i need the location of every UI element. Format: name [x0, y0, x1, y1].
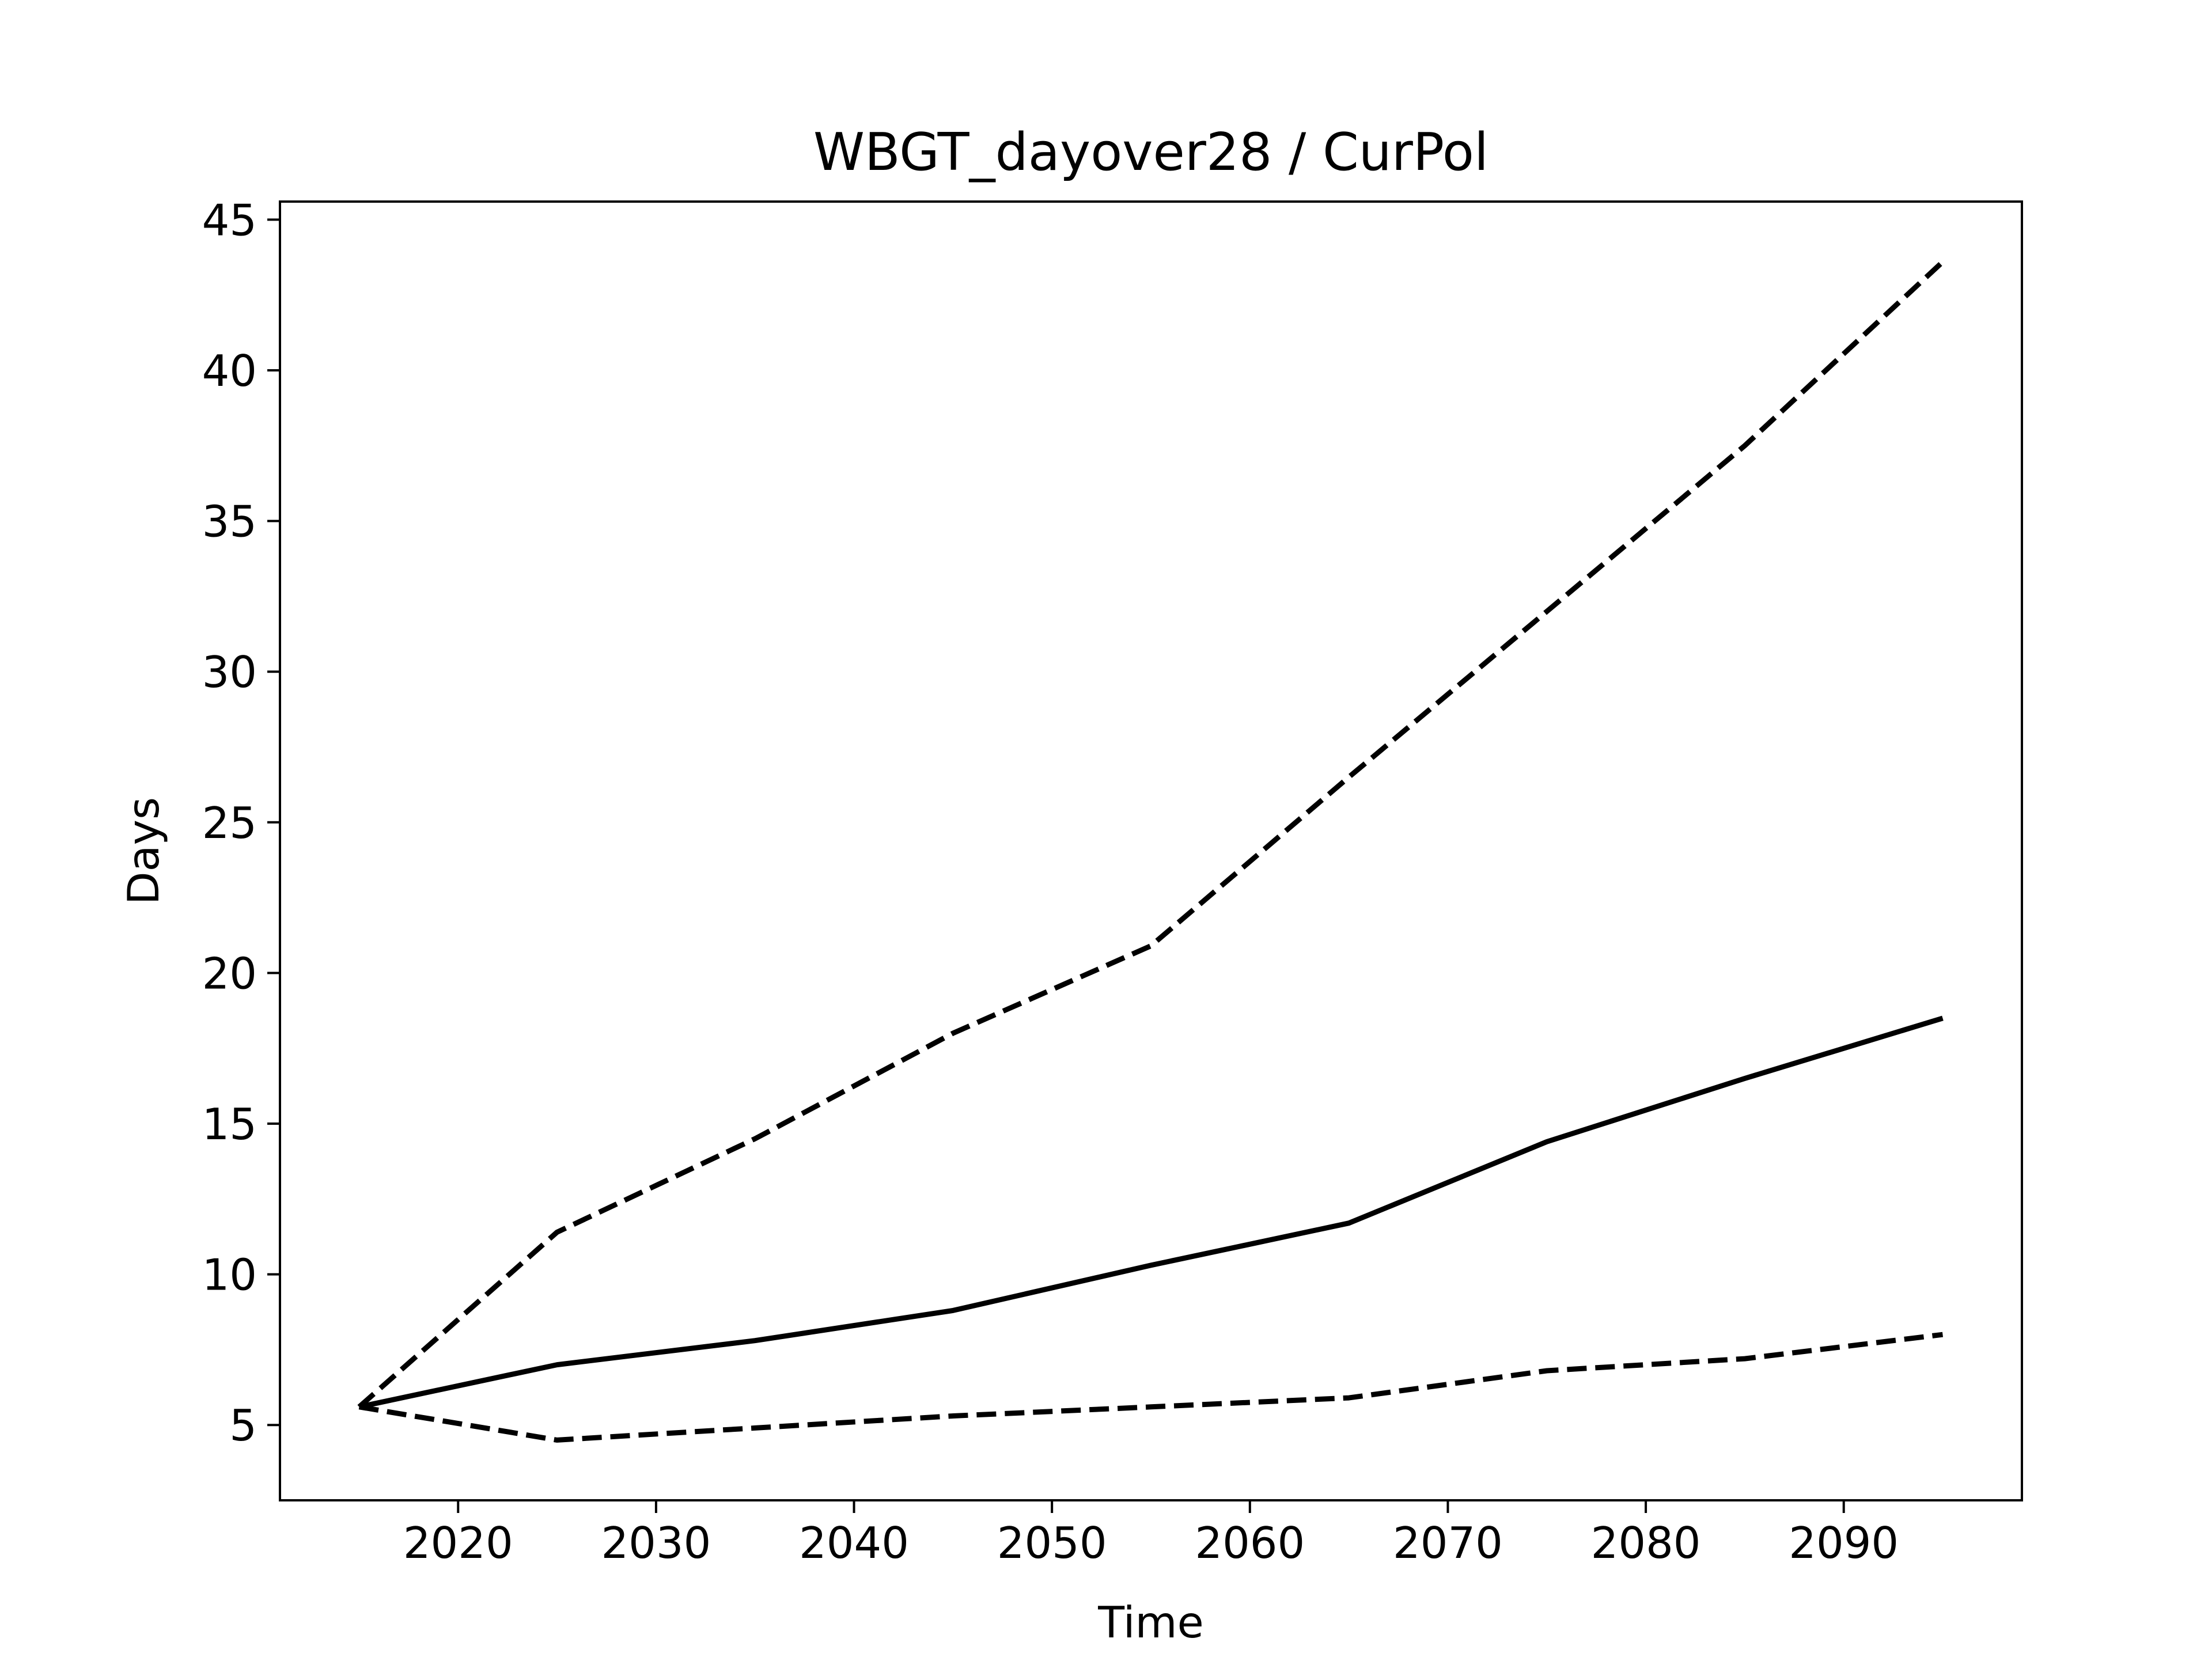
x-tick-label: 2070 — [1393, 1518, 1503, 1568]
series-line-1 — [358, 1015, 1944, 1410]
y-axis-label: Days — [118, 797, 169, 905]
y-tick-label: 15 — [202, 1099, 257, 1150]
chart-title: WBGT_dayover28 / CurPol — [813, 122, 1488, 183]
y-tick-label: 10 — [202, 1250, 257, 1300]
x-tick-label: 2050 — [997, 1518, 1107, 1568]
series-line-3 — [358, 1332, 1944, 1443]
y-tick-label: 35 — [202, 496, 257, 547]
x-axis-label: Time — [1097, 1597, 1204, 1648]
y-tick-label: 40 — [202, 346, 257, 396]
x-tick-label: 2020 — [403, 1518, 513, 1568]
y-tick-label: 25 — [202, 798, 257, 848]
plot-area — [357, 260, 1945, 1443]
y-tick-label: 5 — [229, 1400, 257, 1451]
y-tick-label: 20 — [202, 948, 257, 999]
x-tick-label: 2040 — [799, 1518, 909, 1568]
y-tick-label: 45 — [202, 195, 257, 245]
x-tick-label: 2030 — [601, 1518, 711, 1568]
plot-frame — [279, 200, 2023, 1501]
axes: 2020 2030 2040 2050 2060 2070 2080 2090 5 10 15 20 2… — [202, 195, 1899, 1568]
y-tick-label: 30 — [202, 647, 257, 697]
x-tick-label: 2060 — [1195, 1518, 1305, 1568]
x-tick-label: 2080 — [1591, 1518, 1701, 1568]
x-tick-label: 2090 — [1789, 1518, 1899, 1568]
series-line-2 — [357, 260, 1945, 1409]
